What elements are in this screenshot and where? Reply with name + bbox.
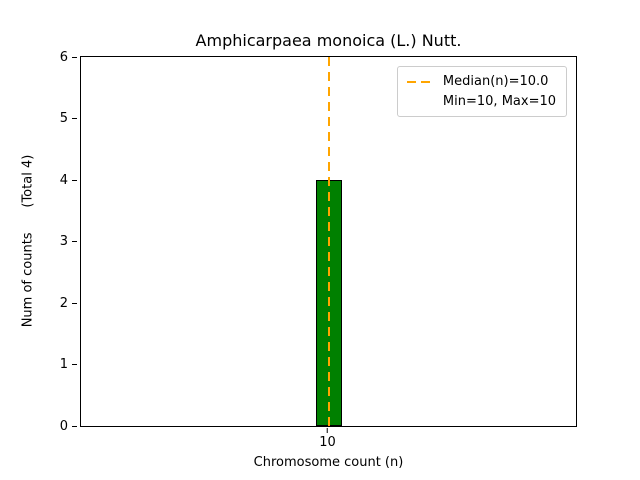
x-tick-container: 10 bbox=[80, 428, 577, 454]
y-tick-0: 0 bbox=[60, 418, 77, 434]
median-line bbox=[327, 57, 330, 426]
y-tick-label: 6 bbox=[59, 49, 68, 65]
y-tick-mark bbox=[72, 179, 77, 181]
y-tick-label: 1 bbox=[59, 357, 68, 372]
y-tick-mark bbox=[72, 302, 77, 304]
y-tick-label: 2 bbox=[59, 295, 68, 311]
plot-area: Median(n)=10.0 Min=10, Max=10 bbox=[80, 56, 577, 427]
y-tick-mark bbox=[72, 241, 77, 242]
median-line-legend-swatch bbox=[406, 80, 435, 83]
y-tick-1: 1 bbox=[60, 357, 77, 373]
legend: Median(n)=10.0 Min=10, Max=10 bbox=[396, 66, 567, 117]
legend-label-minmax: Min=10, Max=10 bbox=[442, 94, 556, 109]
y-tick-label: 0 bbox=[59, 418, 68, 434]
legend-swatch-spacer bbox=[407, 101, 435, 103]
legend-label-median: Median(n)=10.0 bbox=[442, 74, 549, 89]
y-tick-5: 5 bbox=[60, 111, 77, 127]
y-tick-6: 6 bbox=[60, 49, 77, 65]
y-tick-label: 3 bbox=[59, 234, 68, 249]
y-tick-2: 2 bbox=[60, 295, 77, 311]
legend-row-median: Median(n)=10.0 bbox=[406, 74, 556, 89]
x-axis-label: Chromosome count (n) bbox=[253, 455, 404, 470]
legend-row-minmax: Min=10, Max=10 bbox=[407, 94, 556, 109]
y-tick-mark bbox=[72, 425, 77, 427]
y-tick-mark bbox=[72, 364, 77, 365]
x-tick-mark bbox=[326, 428, 328, 433]
y-tick-mark bbox=[72, 56, 77, 58]
y-tick-label: 5 bbox=[59, 111, 68, 126]
y-tick-3: 3 bbox=[60, 234, 77, 250]
y-tick-mark bbox=[72, 118, 77, 119]
y-tick-container: 0 1 2 3 4 5 6 bbox=[0, 50, 77, 434]
x-tick-label: 10 bbox=[319, 435, 336, 450]
y-tick-4: 4 bbox=[60, 172, 77, 188]
x-tick-10: 10 bbox=[319, 428, 336, 450]
chart-title: Amphicarpaea monoica (L.) Nutt. bbox=[195, 31, 462, 50]
y-tick-label: 4 bbox=[59, 172, 68, 188]
